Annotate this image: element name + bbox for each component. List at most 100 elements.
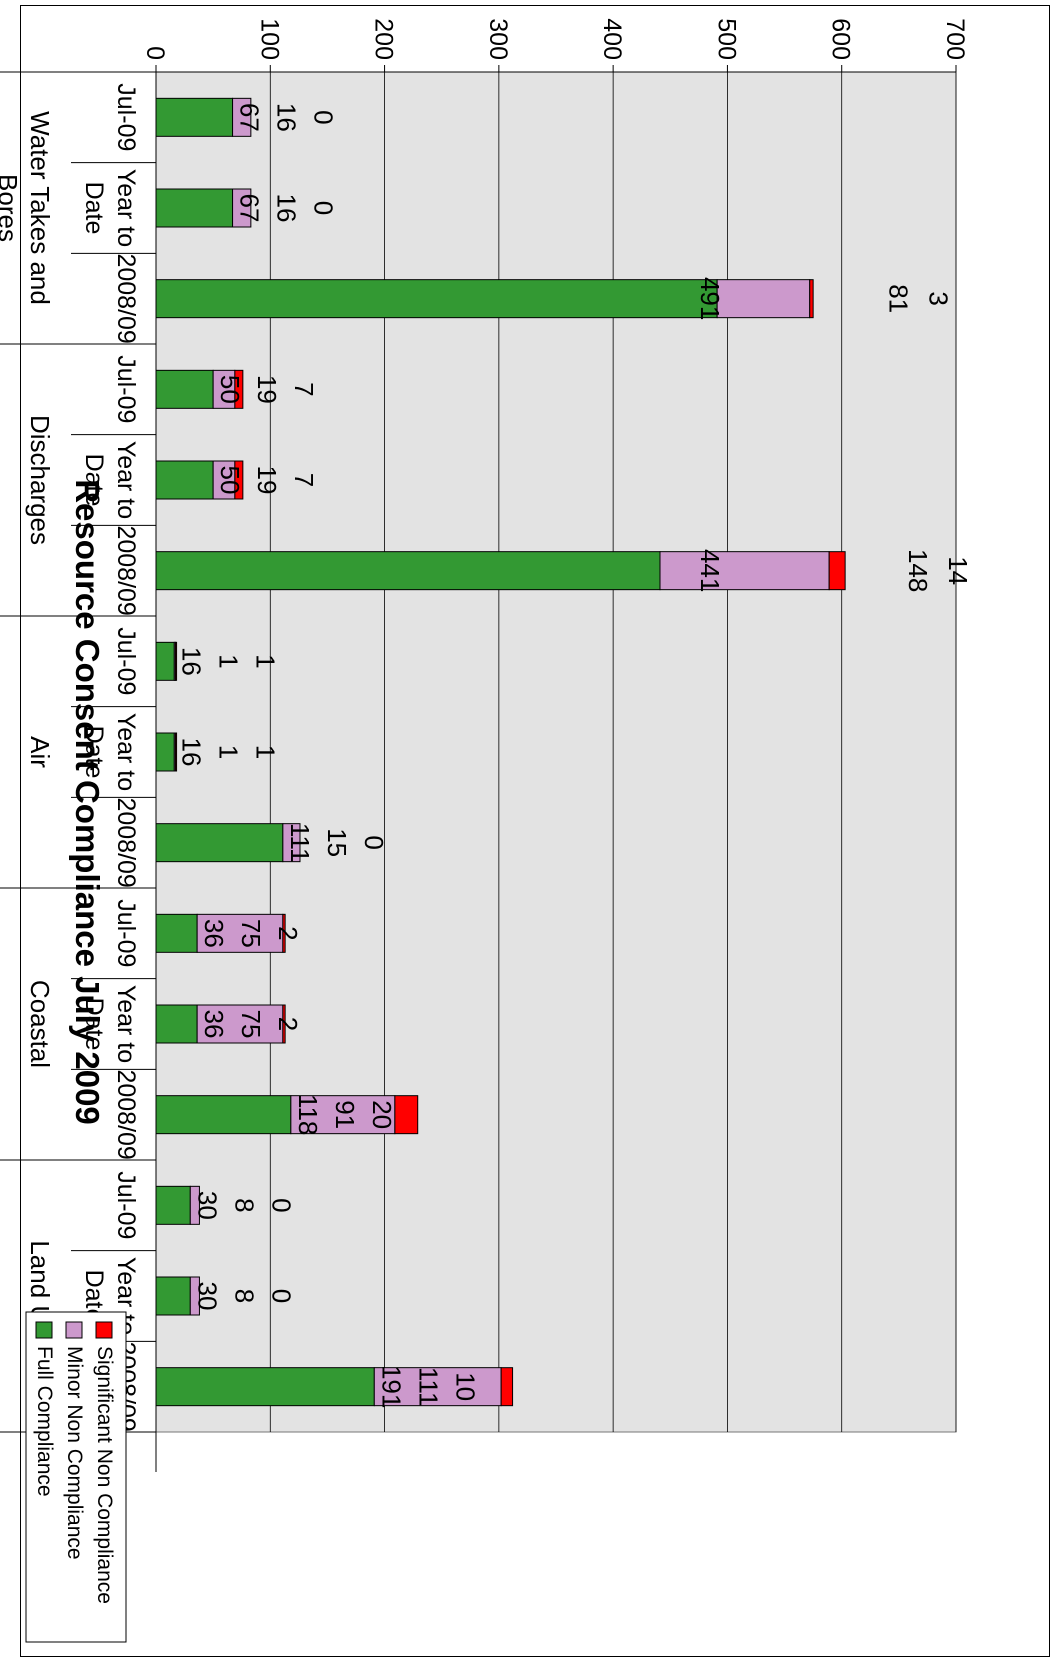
data-label-significant-non-compliance: 2 bbox=[273, 926, 303, 940]
bar-minor-non-compliance bbox=[189, 1276, 200, 1316]
bar-full-compliance bbox=[155, 1185, 191, 1225]
y-tick-label: 400 bbox=[598, 18, 626, 60]
x-category-label: 2008/09 bbox=[112, 253, 140, 343]
bar-significant-non-compliance bbox=[809, 279, 814, 319]
bar-full-compliance bbox=[155, 97, 234, 137]
data-label-minor-non-compliance: 16 bbox=[272, 194, 302, 223]
y-tick-label: 100 bbox=[255, 18, 283, 60]
x-category-label: Year to bbox=[112, 985, 140, 1063]
x-category-label: Date bbox=[80, 182, 108, 235]
data-label-minor-non-compliance: 15 bbox=[322, 828, 352, 857]
bar-significant-non-compliance bbox=[234, 460, 244, 500]
x-category-label: Date bbox=[80, 998, 108, 1051]
group-label: Discharges bbox=[25, 415, 55, 545]
x-category-label: Jul-09 bbox=[112, 83, 140, 151]
legend-label-significant-non-compliance: Significant Non Compliance bbox=[93, 1346, 116, 1604]
x-category-label: 2008/09 bbox=[112, 797, 140, 887]
x-category-label: Jul-09 bbox=[112, 355, 140, 423]
x-category-label: Jul-09 bbox=[112, 899, 140, 967]
data-label-full-compliance: 16 bbox=[176, 647, 206, 676]
data-label-significant-non-compliance: 7 bbox=[289, 382, 319, 396]
legend-swatch-significant-non-compliance bbox=[95, 1321, 113, 1339]
x-category-label: Year to bbox=[112, 169, 140, 247]
legend-box bbox=[25, 1311, 127, 1643]
y-tick-label: 700 bbox=[941, 18, 969, 60]
x-category-label: 2008/09 bbox=[112, 1069, 140, 1159]
data-label-significant-non-compliance: 2 bbox=[273, 1017, 303, 1031]
group-label: Bores bbox=[0, 174, 23, 242]
data-label-full-compliance: 50 bbox=[215, 466, 245, 495]
data-label-significant-non-compliance: 20 bbox=[367, 1100, 397, 1129]
bar-significant-non-compliance bbox=[174, 732, 178, 772]
chart-title: Resource Consent Compliance July 2009 bbox=[69, 479, 106, 1125]
bar-significant-non-compliance bbox=[282, 913, 286, 953]
bar-minor-non-compliance bbox=[232, 188, 252, 228]
y-tick-label: 300 bbox=[484, 18, 512, 60]
bar-full-compliance bbox=[155, 913, 198, 953]
bar-full-compliance bbox=[155, 1367, 375, 1407]
data-label-full-compliance: 50 bbox=[215, 375, 245, 404]
bar-minor-non-compliance bbox=[716, 279, 811, 319]
data-label-minor-non-compliance: 19 bbox=[252, 466, 282, 495]
data-label-full-compliance: 36 bbox=[199, 919, 229, 948]
bar-minor-non-compliance bbox=[282, 823, 301, 863]
x-category-label: Date bbox=[80, 726, 108, 779]
bar-significant-non-compliance bbox=[500, 1367, 514, 1407]
y-tick-label: 500 bbox=[712, 18, 740, 60]
data-label-minor-non-compliance: 19 bbox=[252, 375, 282, 404]
data-label-significant-non-compliance: 0 bbox=[359, 835, 389, 849]
data-label-significant-non-compliance: 0 bbox=[266, 1198, 296, 1212]
y-tick-label: 0 bbox=[141, 46, 169, 60]
data-label-full-compliance: 36 bbox=[199, 1010, 229, 1039]
bar-full-compliance bbox=[155, 551, 661, 591]
data-label-significant-non-compliance: 1 bbox=[250, 745, 280, 759]
bar-minor-non-compliance bbox=[232, 97, 252, 137]
bar-significant-non-compliance bbox=[282, 1004, 286, 1044]
data-label-minor-non-compliance: 16 bbox=[272, 103, 302, 132]
data-label-full-compliance: 191 bbox=[376, 1365, 406, 1408]
data-label-significant-non-compliance: 14 bbox=[943, 556, 973, 585]
x-category-label: 2008/09 bbox=[112, 525, 140, 615]
bar-full-compliance bbox=[155, 460, 214, 500]
bar-full-compliance bbox=[155, 732, 175, 772]
legend-label-minor-non-compliance: Minor Non Compliance bbox=[63, 1346, 86, 1560]
bar-full-compliance bbox=[155, 1276, 191, 1316]
data-label-full-compliance: 111 bbox=[285, 823, 315, 863]
bar-minor-non-compliance bbox=[659, 551, 830, 591]
data-label-full-compliance: 67 bbox=[235, 103, 265, 132]
legend-label-full-compliance: Full Compliance bbox=[33, 1346, 56, 1497]
bar-full-compliance bbox=[155, 1095, 292, 1135]
data-label-minor-non-compliance: 111 bbox=[413, 1367, 443, 1407]
bar-full-compliance bbox=[155, 641, 175, 681]
data-label-minor-non-compliance: 75 bbox=[236, 1010, 266, 1039]
data-label-significant-non-compliance: 0 bbox=[309, 110, 339, 124]
data-label-minor-non-compliance: 148 bbox=[903, 549, 933, 592]
bar-full-compliance bbox=[155, 279, 718, 319]
data-label-full-compliance: 30 bbox=[192, 1191, 222, 1220]
legend-swatch-minor-non-compliance bbox=[65, 1321, 83, 1339]
data-label-full-compliance: 491 bbox=[695, 277, 725, 320]
data-label-full-compliance: 441 bbox=[695, 549, 725, 592]
bar-significant-non-compliance bbox=[174, 641, 178, 681]
x-category-label: Jul-09 bbox=[112, 1171, 140, 1239]
data-label-full-compliance: 30 bbox=[192, 1282, 222, 1311]
data-label-minor-non-compliance: 8 bbox=[229, 1198, 259, 1212]
bar-significant-non-compliance bbox=[394, 1095, 419, 1135]
data-label-minor-non-compliance: 8 bbox=[229, 1289, 259, 1303]
data-label-significant-non-compliance: 0 bbox=[309, 201, 339, 215]
x-category-label: Jul-09 bbox=[112, 627, 140, 695]
data-label-full-compliance: 67 bbox=[235, 194, 265, 223]
data-label-minor-non-compliance: 1 bbox=[213, 745, 243, 759]
x-category-label: Year to bbox=[112, 713, 140, 791]
bar-full-compliance bbox=[155, 188, 234, 228]
data-label-significant-non-compliance: 10 bbox=[450, 1372, 480, 1401]
bar-minor-non-compliance bbox=[189, 1185, 200, 1225]
y-tick-label: 600 bbox=[827, 18, 855, 60]
data-label-minor-non-compliance: 91 bbox=[330, 1100, 360, 1129]
legend-swatch-full-compliance bbox=[35, 1321, 53, 1339]
data-label-significant-non-compliance: 3 bbox=[924, 291, 954, 305]
bar-significant-non-compliance bbox=[828, 551, 846, 591]
data-label-full-compliance: 118 bbox=[293, 1094, 323, 1135]
group-label: Coastal bbox=[25, 980, 55, 1068]
